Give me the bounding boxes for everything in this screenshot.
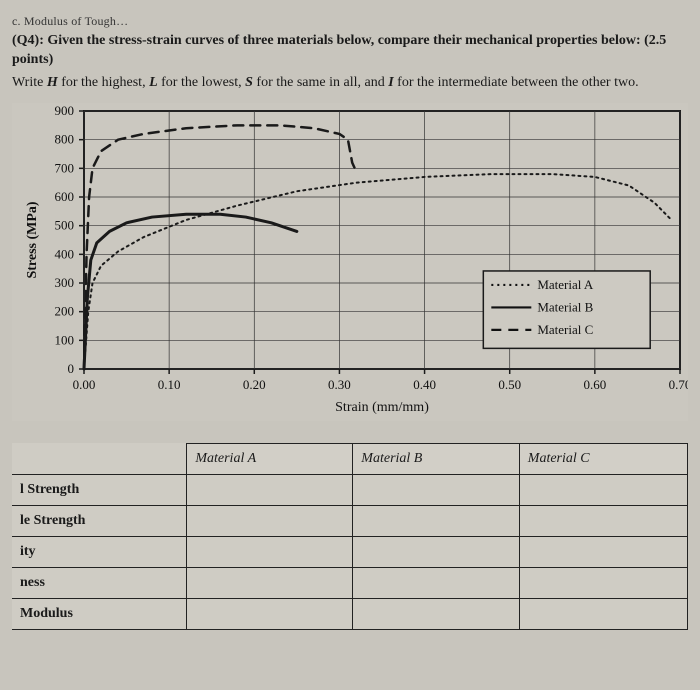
col-material-a: Material A — [187, 443, 353, 474]
answer-cell[interactable] — [187, 598, 353, 629]
answer-cell[interactable] — [187, 567, 353, 598]
instr-i: I — [388, 75, 393, 90]
answer-cell[interactable] — [353, 536, 519, 567]
answer-cell[interactable] — [353, 567, 519, 598]
row-label: Modulus — [12, 598, 187, 629]
stress-strain-chart: 0 100 200 300 400 500 600 700 800 900 0.00 0.10 0.20… — [12, 103, 688, 421]
svg-text:0: 0 — [68, 361, 75, 376]
svg-text:0.50: 0.50 — [498, 377, 521, 392]
answer-cell[interactable] — [519, 536, 687, 567]
table-row: Modulus — [12, 598, 688, 629]
svg-text:100: 100 — [55, 332, 75, 347]
svg-text:0.10: 0.10 — [158, 377, 181, 392]
answer-cell[interactable] — [519, 505, 687, 536]
instr-h: H — [47, 75, 58, 90]
svg-text:0.70: 0.70 — [669, 377, 688, 392]
table-row: l Strength — [12, 474, 688, 505]
svg-text:700: 700 — [55, 160, 75, 175]
page-top-fragment: c. Modulus of Tough… — [12, 14, 688, 29]
svg-text:0.60: 0.60 — [583, 377, 606, 392]
instr-s-after: for the same in all, and — [256, 75, 388, 90]
answer-cell[interactable] — [187, 505, 353, 536]
instr-prefix: Write — [12, 75, 47, 90]
svg-text:400: 400 — [55, 246, 75, 261]
svg-text:200: 200 — [55, 303, 75, 318]
table-corner-blank — [12, 443, 187, 474]
svg-text:800: 800 — [55, 131, 75, 146]
row-label: ity — [12, 536, 187, 567]
question-label: (Q4): — [12, 33, 44, 48]
answer-table: Material A Material B Material C l Stren… — [12, 443, 688, 630]
table-row: ness — [12, 567, 688, 598]
table-row: ity — [12, 536, 688, 567]
svg-text:Material B: Material B — [537, 299, 593, 314]
answer-cell[interactable] — [519, 598, 687, 629]
col-material-b: Material B — [353, 443, 519, 474]
table-row: le Strength — [12, 505, 688, 536]
answer-cell[interactable] — [519, 474, 687, 505]
svg-text:0.00: 0.00 — [73, 377, 96, 392]
answer-cell[interactable] — [519, 567, 687, 598]
svg-text:0.20: 0.20 — [243, 377, 266, 392]
instr-i-after: for the intermediate between the other t… — [397, 75, 638, 90]
svg-text:Strain (mm/mm): Strain (mm/mm) — [335, 400, 429, 415]
answer-cell[interactable] — [187, 474, 353, 505]
row-label: l Strength — [12, 474, 187, 505]
instruction-line: Write H for the highest, L for the lowes… — [12, 74, 688, 93]
row-label: ness — [12, 567, 187, 598]
svg-text:600: 600 — [55, 189, 75, 204]
answer-cell[interactable] — [187, 536, 353, 567]
svg-text:Stress (MPa): Stress (MPa) — [25, 201, 40, 278]
answer-cell[interactable] — [353, 598, 519, 629]
instr-l: L — [149, 75, 158, 90]
svg-text:0.40: 0.40 — [413, 377, 436, 392]
svg-text:Material C: Material C — [537, 322, 593, 337]
answer-cell[interactable] — [353, 474, 519, 505]
chart-svg: 0 100 200 300 400 500 600 700 800 900 0.00 0.10 0.20… — [12, 103, 688, 421]
table-header-row: Material A Material B Material C — [12, 443, 688, 474]
instr-s: S — [245, 75, 253, 90]
svg-text:Material A: Material A — [537, 277, 594, 292]
svg-text:300: 300 — [55, 275, 75, 290]
svg-text:0.30: 0.30 — [328, 377, 351, 392]
svg-text:500: 500 — [55, 217, 75, 232]
answer-cell[interactable] — [353, 505, 519, 536]
question-heading: (Q4): Given the stress-strain curves of … — [12, 32, 688, 70]
svg-text:900: 900 — [55, 103, 75, 118]
instr-l-after: for the lowest, — [161, 75, 245, 90]
instr-h-after: for the highest, — [61, 75, 149, 90]
question-text: Given the stress-strain curves of three … — [12, 33, 666, 67]
row-label: le Strength — [12, 505, 187, 536]
col-material-c: Material C — [519, 443, 687, 474]
